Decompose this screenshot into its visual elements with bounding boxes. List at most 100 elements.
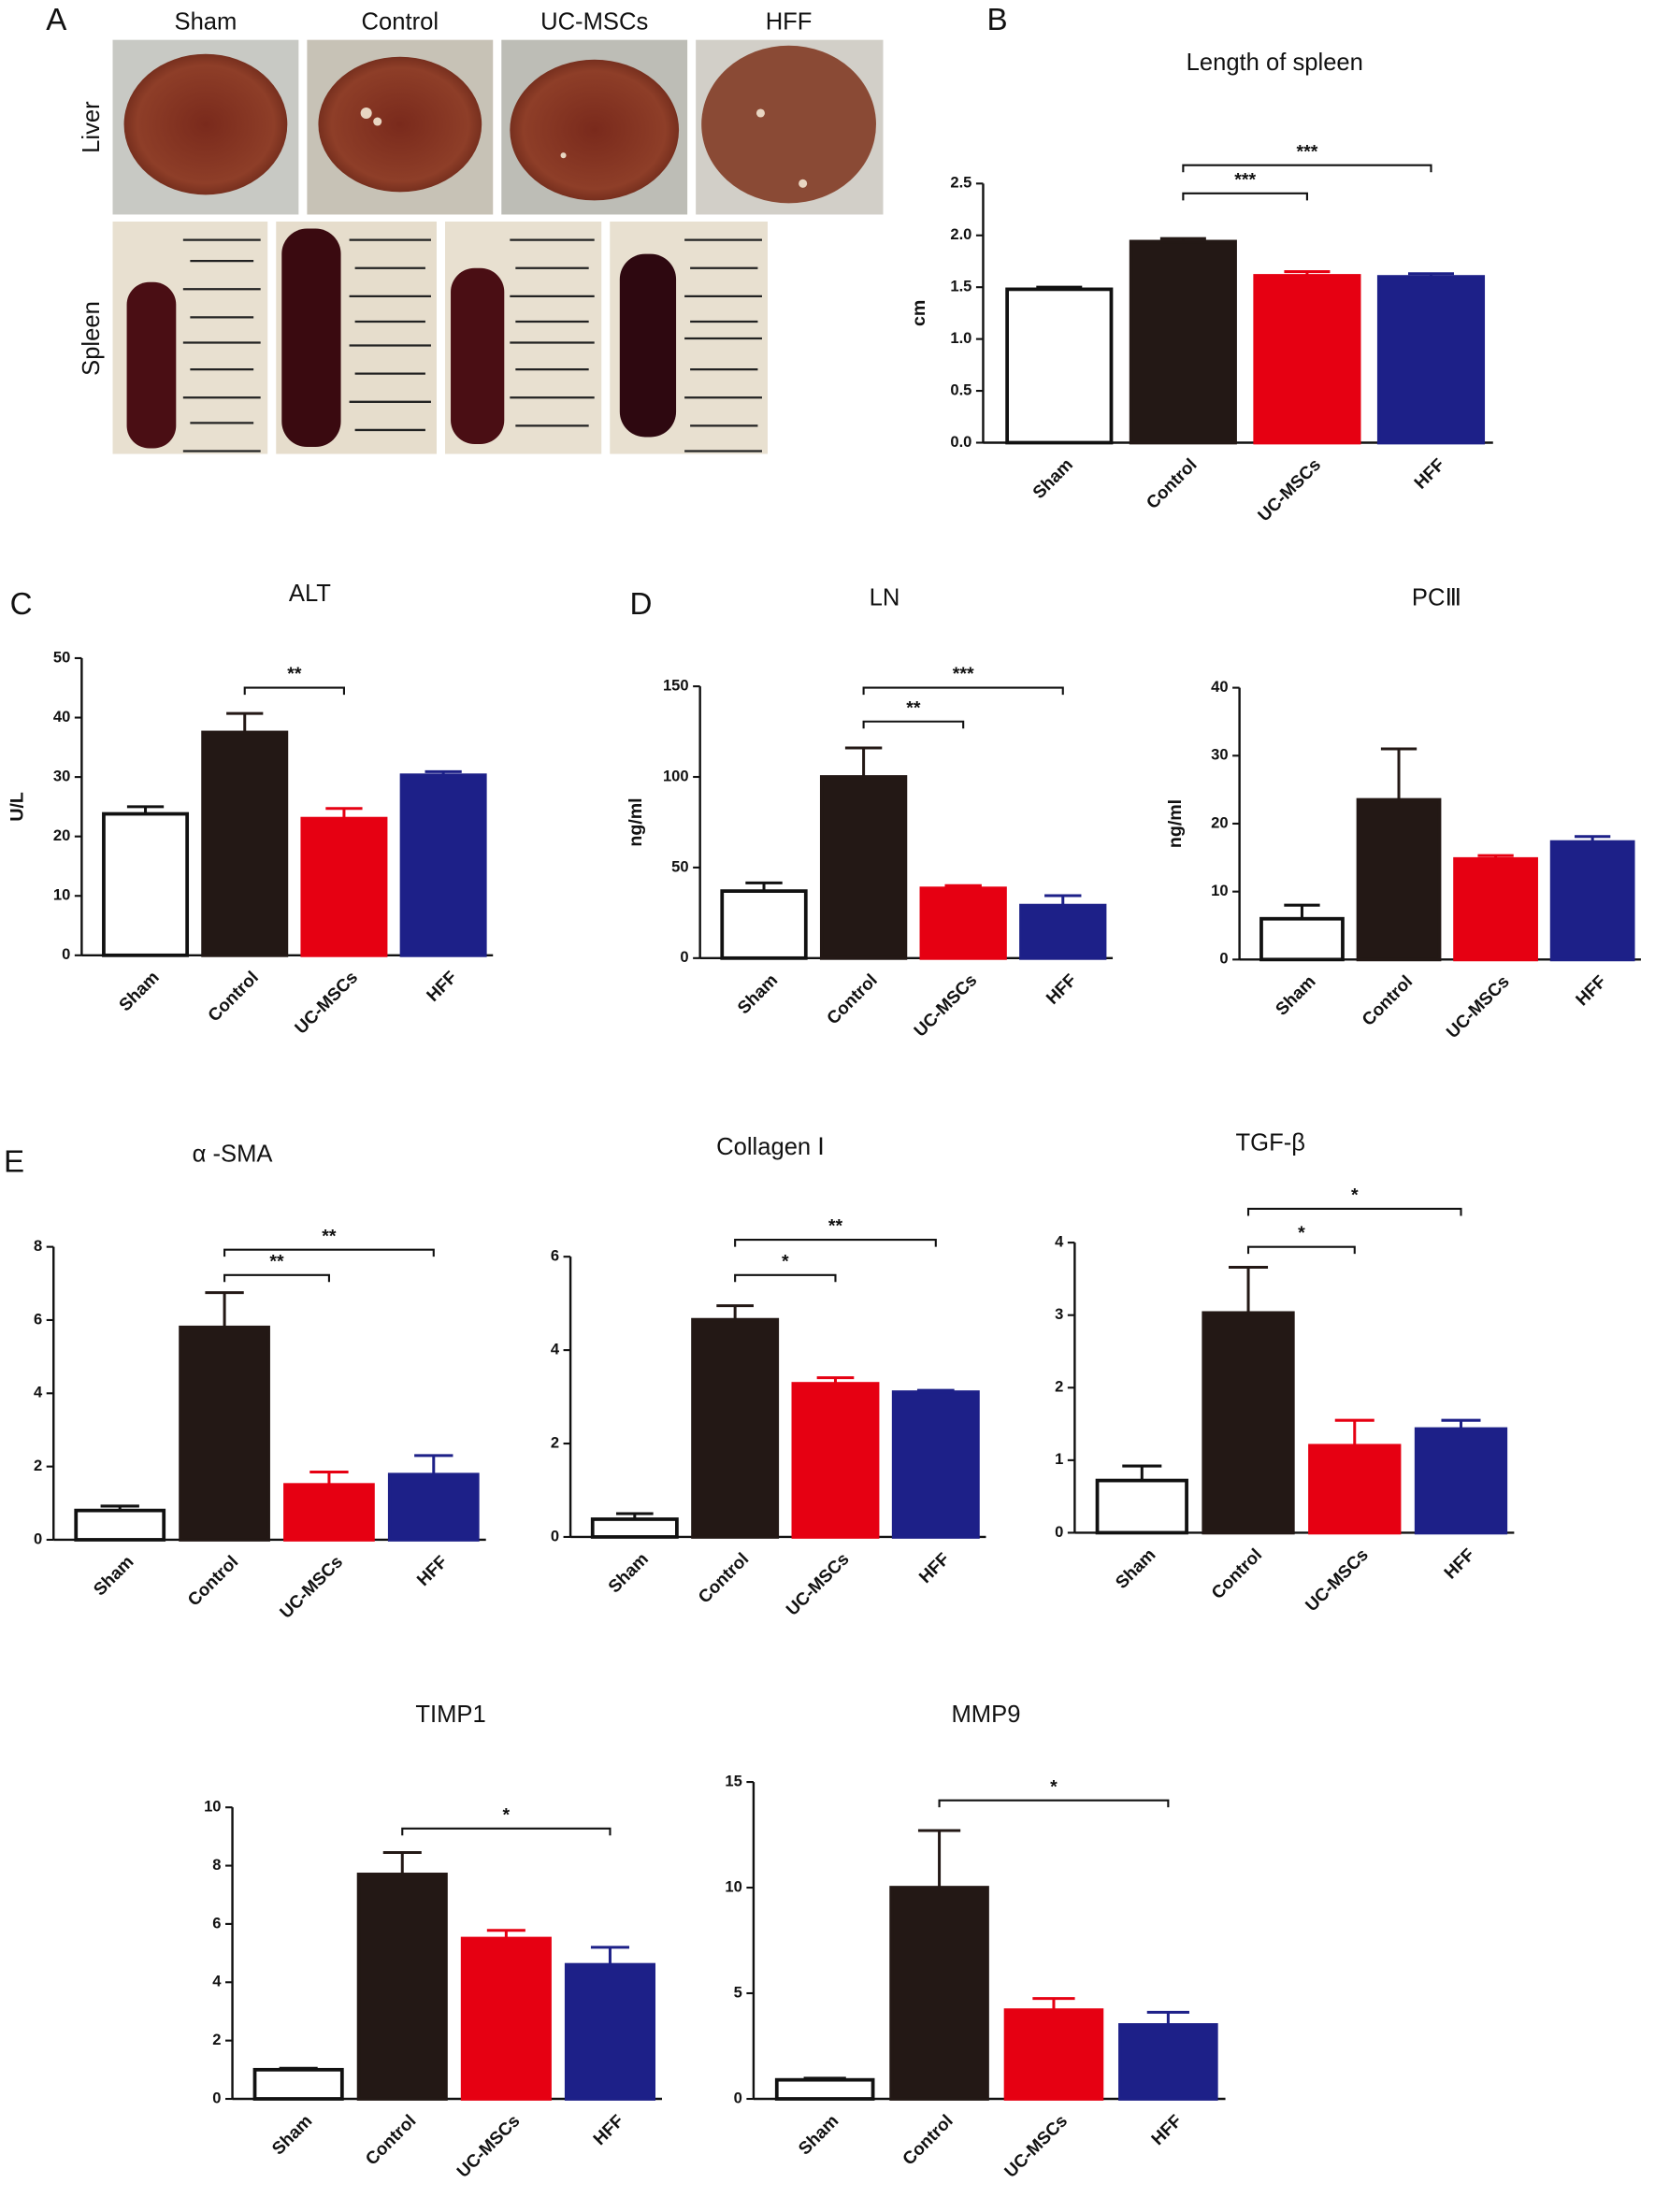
bar	[1019, 903, 1107, 960]
bar	[774, 2077, 875, 2101]
x-tick-label: Sham	[267, 2111, 315, 2159]
row-label: Liver	[79, 101, 105, 153]
y-tick-label: 2	[34, 1457, 42, 1474]
x-tick-label: Sham	[733, 970, 781, 1017]
significance-label: *	[1050, 1776, 1058, 1797]
x-tick-label: Control	[1358, 971, 1416, 1029]
panel-label: B	[986, 3, 1007, 37]
significance-bracket	[938, 1799, 1170, 1808]
bar	[1376, 275, 1486, 445]
x-tick-label: Sham	[1029, 454, 1076, 502]
y-tick-label: 2.0	[950, 225, 971, 243]
significance-bracket	[1182, 164, 1432, 173]
significance-bracket	[1246, 1207, 1462, 1216]
y-tick-label: 1	[1055, 1450, 1063, 1468]
significance-label: *	[782, 1251, 789, 1271]
x-tick-label: HFF	[423, 967, 461, 1005]
y-tick-label: 0	[34, 1530, 42, 1547]
x-tick-label: Sham	[1112, 1544, 1159, 1592]
y-axis-label: ng/ml	[1165, 799, 1186, 848]
bar	[1129, 239, 1237, 445]
panel-a-photos	[112, 39, 884, 454]
x-tick-label: UC-MSCs	[910, 970, 980, 1040]
x-tick-label: Sham	[604, 1549, 652, 1597]
column-label: Control	[362, 8, 439, 35]
y-tick-label: 2	[1055, 1378, 1063, 1396]
significance-bracket	[734, 1239, 937, 1247]
y-tick-label: 6	[212, 1914, 221, 1932]
significance-label: ***	[953, 664, 974, 684]
bar	[399, 773, 487, 957]
y-tick-label: 10	[725, 1877, 741, 1895]
y-tick-label: 2	[212, 2031, 221, 2048]
y-tick-label: 2	[551, 1433, 559, 1451]
bar	[564, 1962, 655, 2101]
y-tick-label: 50	[53, 648, 70, 666]
bar	[1453, 856, 1538, 962]
x-tick-label: HFF	[589, 2111, 627, 2149]
significance-bracket	[223, 1248, 435, 1257]
chart-title: Collagen Ⅰ	[716, 1134, 825, 1160]
bar	[252, 2067, 344, 2101]
y-axis-label: ng/ml	[626, 797, 646, 846]
y-tick-label: 4	[212, 1973, 222, 1990]
y-tick-label: 0.0	[950, 433, 971, 451]
y-tick-label: 40	[53, 708, 70, 725]
y-tick-label: 30	[53, 767, 70, 784]
significance-bracket	[734, 1273, 837, 1283]
significance-bracket	[862, 686, 1064, 696]
y-tick-label: 8	[212, 1856, 221, 1874]
bar	[819, 775, 908, 960]
significance-label: **	[906, 697, 921, 718]
x-tick-label: Control	[694, 1549, 752, 1607]
chart-title: α -SMA	[193, 1141, 274, 1167]
x-tick-label: UC-MSCs	[1302, 1544, 1372, 1615]
chart-title: PCⅢ	[1412, 584, 1461, 610]
y-tick-label: 4	[1055, 1232, 1064, 1250]
bar	[1253, 274, 1361, 445]
x-tick-label: Sham	[90, 1552, 137, 1600]
chart-title: MMP9	[951, 1702, 1020, 1728]
bar	[1356, 797, 1442, 962]
bar	[691, 1317, 780, 1539]
bar	[283, 1483, 375, 1542]
chart-title: Length of spleen	[1187, 50, 1363, 76]
y-tick-label: 50	[671, 857, 688, 875]
x-tick-label: Control	[183, 1552, 241, 1610]
panel-label: E	[4, 1145, 24, 1180]
significance-bracket	[1246, 1245, 1356, 1255]
bar	[460, 1936, 552, 2101]
bar	[1549, 840, 1635, 962]
y-tick-label: 0	[62, 945, 70, 963]
x-tick-label: UC-MSCs	[453, 2111, 523, 2181]
x-tick-label: Control	[1207, 1544, 1265, 1602]
y-tick-label: 100	[663, 767, 689, 784]
y-tick-label: 3	[1055, 1305, 1063, 1323]
chart-title: TGF-β	[1236, 1129, 1305, 1156]
column-label: UC-MSCs	[540, 8, 648, 35]
bar	[720, 889, 808, 960]
significance-bracket	[1182, 192, 1308, 201]
x-tick-label: Control	[823, 970, 881, 1027]
y-tick-label: 1.0	[950, 329, 971, 347]
x-tick-label: UC-MSCs	[1254, 454, 1324, 524]
bar	[891, 1390, 980, 1539]
x-tick-label: Control	[204, 967, 262, 1025]
y-tick-label: 15	[725, 1772, 741, 1789]
y-tick-label: 1.5	[950, 278, 971, 295]
x-tick-label: Control	[362, 2111, 420, 2169]
panel-label: C	[10, 587, 33, 622]
y-axis-label: cm	[909, 300, 929, 326]
y-tick-label: 20	[53, 826, 70, 844]
column-label: HFF	[766, 8, 813, 35]
x-tick-label: HFF	[914, 1549, 953, 1587]
bar	[179, 1325, 270, 1542]
x-tick-label: Control	[1143, 454, 1201, 512]
x-tick-label: Sham	[794, 2111, 842, 2159]
x-tick-label: HFF	[1572, 971, 1610, 1010]
y-tick-label: 0	[1055, 1523, 1063, 1541]
bar	[387, 1472, 480, 1542]
bar	[356, 1873, 448, 2101]
bar	[1118, 2023, 1218, 2101]
x-tick-label: Sham	[1272, 971, 1319, 1019]
